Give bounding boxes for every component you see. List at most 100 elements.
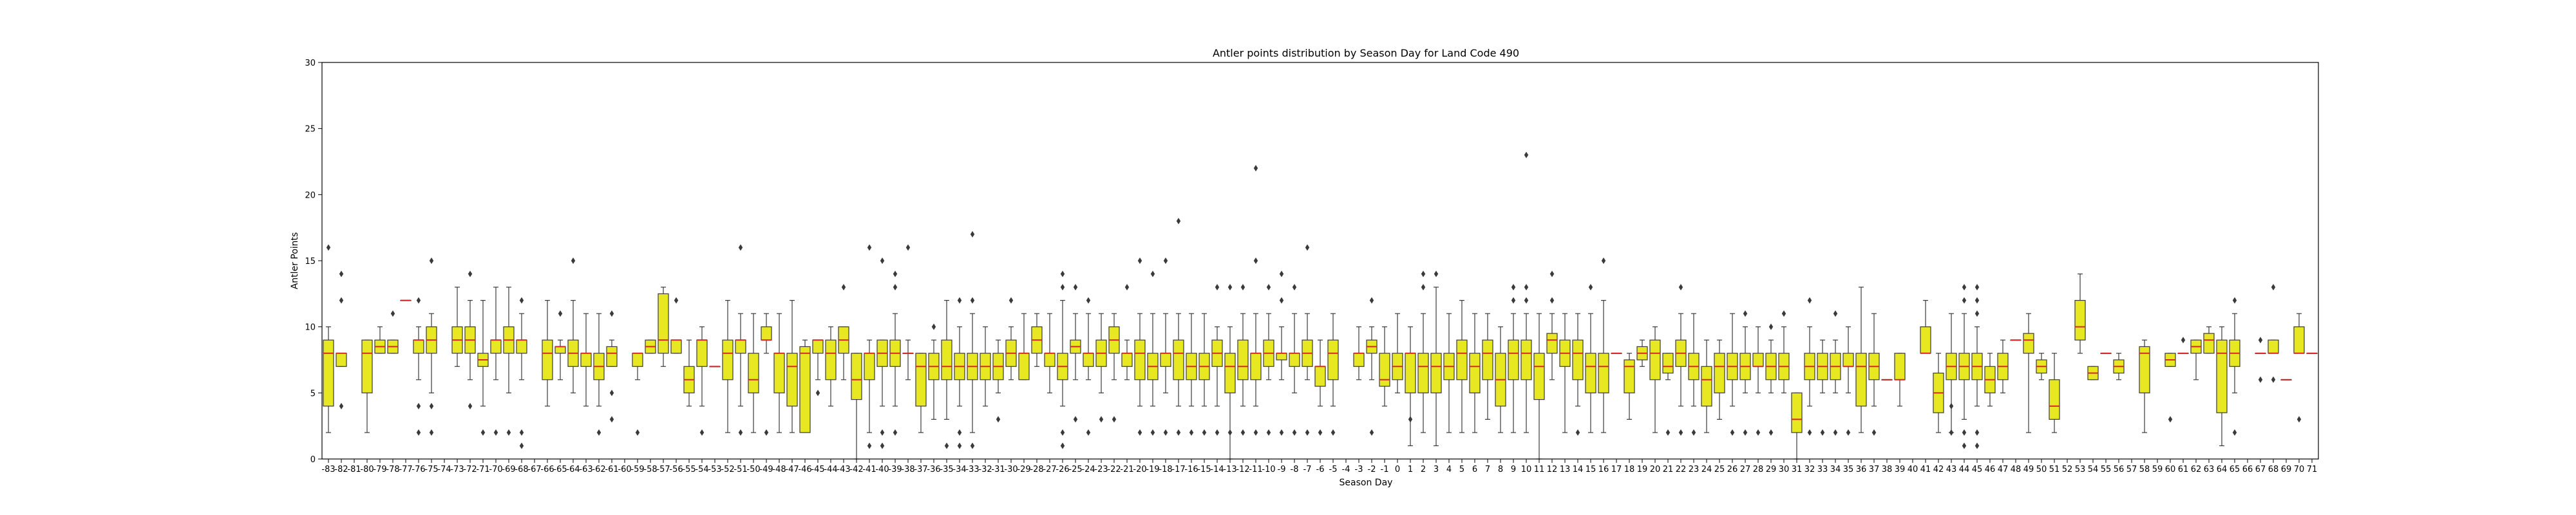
box-day-68 xyxy=(2268,284,2279,383)
x-tick-label: -47 xyxy=(785,465,799,474)
x-tick-label: 22 xyxy=(1676,465,1687,474)
box-day--43 xyxy=(838,284,849,380)
outlier-point xyxy=(1189,429,1194,436)
outlier-point xyxy=(1768,429,1774,436)
x-tick-label: -34 xyxy=(952,465,966,474)
x-tick-label: -77 xyxy=(399,465,412,474)
box-iqr xyxy=(1662,353,1674,374)
box-day--79 xyxy=(374,326,386,354)
x-tick-label: -14 xyxy=(1210,465,1224,474)
outlier-point xyxy=(1266,284,1271,291)
x-tick-label: -60 xyxy=(618,465,631,474)
outlier-point xyxy=(1099,416,1104,423)
outlier-point xyxy=(1176,218,1181,225)
box-day-23 xyxy=(1688,313,1700,436)
outlier-point xyxy=(957,297,962,304)
outlier-point xyxy=(1086,429,1091,436)
box-day--39 xyxy=(889,270,901,436)
outlier-point xyxy=(1962,429,1967,436)
outlier-point xyxy=(519,429,524,436)
outlier-point xyxy=(1060,284,1065,291)
outlier-point xyxy=(1369,297,1374,304)
x-tick-label: 13 xyxy=(1560,465,1571,474)
x-tick-label: -62 xyxy=(592,465,605,474)
box-iqr xyxy=(323,339,334,407)
box-iqr xyxy=(490,339,502,354)
box-day--23 xyxy=(1095,313,1107,423)
box-iqr xyxy=(825,339,837,380)
box-day-25 xyxy=(1714,339,1725,420)
x-tick-label: -2 xyxy=(1368,465,1376,474)
x-tick-label: -16 xyxy=(1184,465,1198,474)
x-tick-label: -44 xyxy=(824,465,837,474)
box-day--71 xyxy=(477,300,489,436)
box-iqr xyxy=(1701,366,1712,407)
y-tick-label: 25 xyxy=(305,125,316,135)
box-day-56 xyxy=(2113,353,2125,380)
box-day-3 xyxy=(1430,270,1442,447)
box-day--7 xyxy=(1302,244,1313,436)
x-tick-label: 59 xyxy=(2152,465,2163,474)
box-day-37 xyxy=(1868,313,1880,436)
x-tick-label: 17 xyxy=(1611,465,1622,474)
outlier-point xyxy=(1846,429,1851,436)
x-tick-label: -52 xyxy=(721,465,734,474)
x-tick-label: 48 xyxy=(2011,465,2022,474)
outlier-point xyxy=(1975,297,1980,304)
box-iqr xyxy=(1752,353,1764,367)
box-day-5 xyxy=(1456,300,1468,433)
box-iqr xyxy=(542,339,553,380)
x-tick-label: -13 xyxy=(1223,465,1236,474)
x-tick-label: 15 xyxy=(1586,465,1596,474)
x-tick-label: 62 xyxy=(2191,465,2202,474)
box-iqr xyxy=(1160,353,1171,367)
box-day--51 xyxy=(735,244,746,436)
box-day-31 xyxy=(1791,392,1803,460)
x-tick-label: -82 xyxy=(334,465,348,474)
box-day--1 xyxy=(1379,326,1390,407)
outlier-point xyxy=(2258,337,2263,344)
x-tick-label: -3 xyxy=(1355,465,1363,474)
x-tick-label: 31 xyxy=(1792,465,1803,474)
x-tick-label: -59 xyxy=(630,465,644,474)
x-tick-label: 45 xyxy=(1972,465,1983,474)
box-iqr xyxy=(2023,333,2034,354)
box-iqr xyxy=(2293,326,2305,354)
box-day--46 xyxy=(799,339,811,433)
outlier-point xyxy=(390,310,395,317)
box-day--38 xyxy=(902,244,914,380)
outlier-point xyxy=(957,429,962,436)
outlier-point xyxy=(1086,297,1091,304)
box-iqr xyxy=(1855,353,1867,407)
outlier-point xyxy=(1279,429,1284,436)
box-iqr xyxy=(851,353,862,400)
outlier-point xyxy=(1807,297,1812,304)
x-tick-label: -46 xyxy=(798,465,811,474)
outlier-point xyxy=(1060,429,1065,436)
outlier-point xyxy=(2297,416,2302,423)
box-day-50 xyxy=(2036,353,2047,380)
x-tick-label: -33 xyxy=(965,465,979,474)
box-day--21 xyxy=(1121,284,1133,380)
outlier-point xyxy=(1253,165,1258,172)
x-tick-label: -54 xyxy=(695,465,708,474)
x-tick-label: -11 xyxy=(1249,465,1262,474)
outlier-point xyxy=(1434,270,1439,277)
outlier-point xyxy=(1073,416,1078,423)
x-tick-label: -4 xyxy=(1342,465,1350,474)
outlier-point xyxy=(957,442,962,449)
x-tick-label: -43 xyxy=(837,465,850,474)
box-iqr xyxy=(1121,353,1133,367)
box-day--18 xyxy=(1160,258,1171,436)
box-iqr xyxy=(1224,353,1236,393)
x-tick-label: -37 xyxy=(914,465,927,474)
box-day-24 xyxy=(1701,339,1712,433)
x-tick-label: -80 xyxy=(360,465,374,474)
box-iqr xyxy=(915,353,927,407)
outlier-point xyxy=(339,402,344,409)
outlier-point xyxy=(519,297,524,304)
x-tick-label: -74 xyxy=(437,465,451,474)
outlier-point xyxy=(1575,429,1580,436)
outlier-point xyxy=(1975,442,1980,449)
outlier-point xyxy=(1820,429,1825,436)
